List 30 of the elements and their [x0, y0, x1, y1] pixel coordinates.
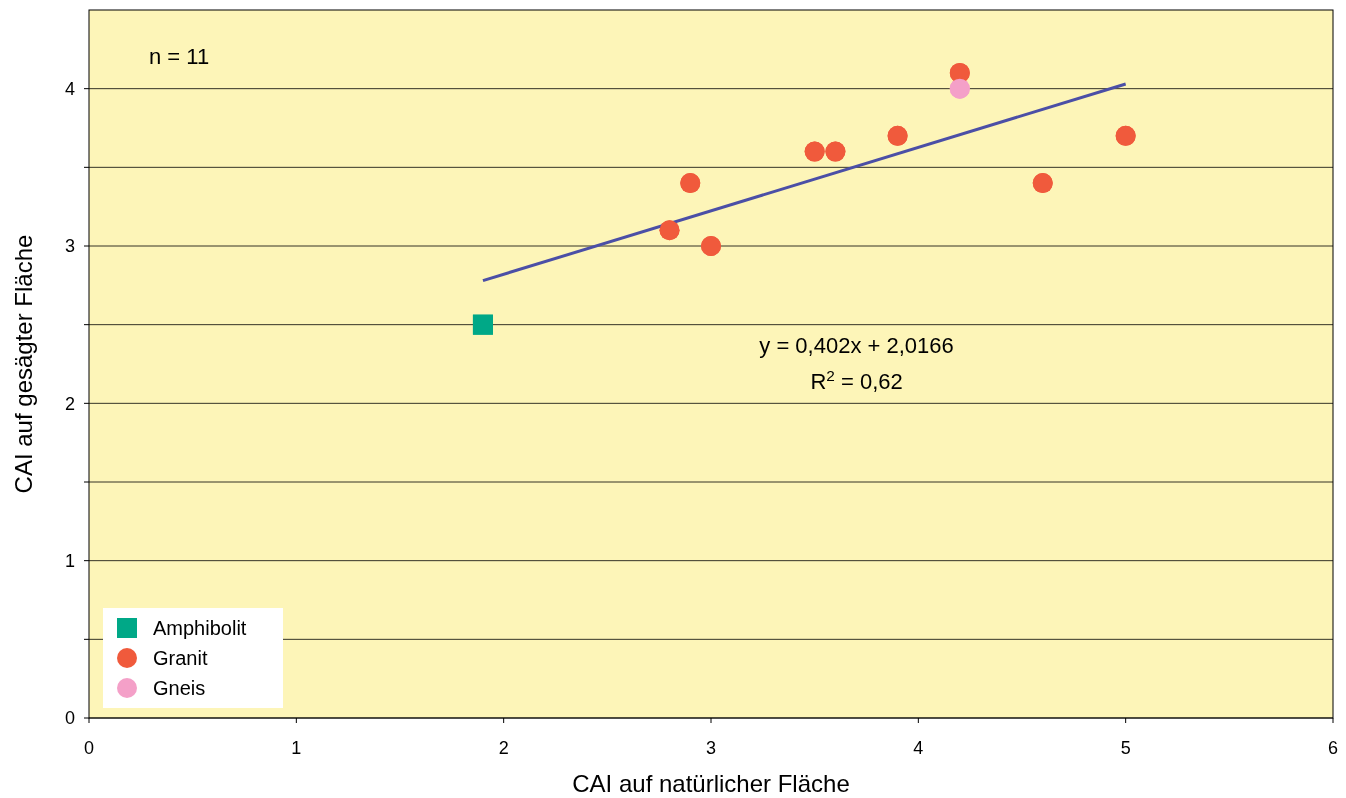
point	[1032, 173, 1053, 194]
y-axis-title: CAI auf gesägter Fläche	[10, 234, 37, 494]
point	[825, 141, 846, 162]
x-tick-label: 0	[83, 738, 95, 758]
x-tick-label: 4	[913, 738, 924, 758]
x-axis-title: CAI auf natürlicher Fläche	[572, 770, 850, 797]
annotation: R$^{2}$ = 0,62	[810, 366, 903, 394]
point	[1115, 125, 1136, 146]
annotation: y = 0,402x + 2,0166	[759, 333, 954, 358]
y-tick-label: 4	[64, 78, 75, 99]
point	[949, 78, 970, 99]
y-tick-label: 0	[64, 708, 75, 729]
legend-label: Granit	[153, 647, 208, 669]
x-tick-label: 2	[498, 738, 509, 758]
point	[887, 125, 908, 146]
x-tick-label: 6	[1327, 738, 1339, 758]
point	[472, 314, 493, 335]
x-tick-label: 3	[705, 738, 717, 758]
legend-label: Amphibolit	[153, 617, 247, 639]
annotation: n = 11	[149, 44, 210, 69]
x-tick-label: 5	[1120, 738, 1131, 758]
legend-label: Gneis	[153, 677, 206, 699]
point	[701, 236, 721, 256]
y-tick-label: 1	[64, 550, 75, 571]
y-tick-label: 2	[64, 393, 75, 414]
point	[804, 141, 825, 162]
point	[680, 173, 701, 194]
y-tick-label: 3	[64, 236, 75, 257]
point	[659, 220, 680, 241]
x-tick-label: 1	[291, 738, 302, 758]
